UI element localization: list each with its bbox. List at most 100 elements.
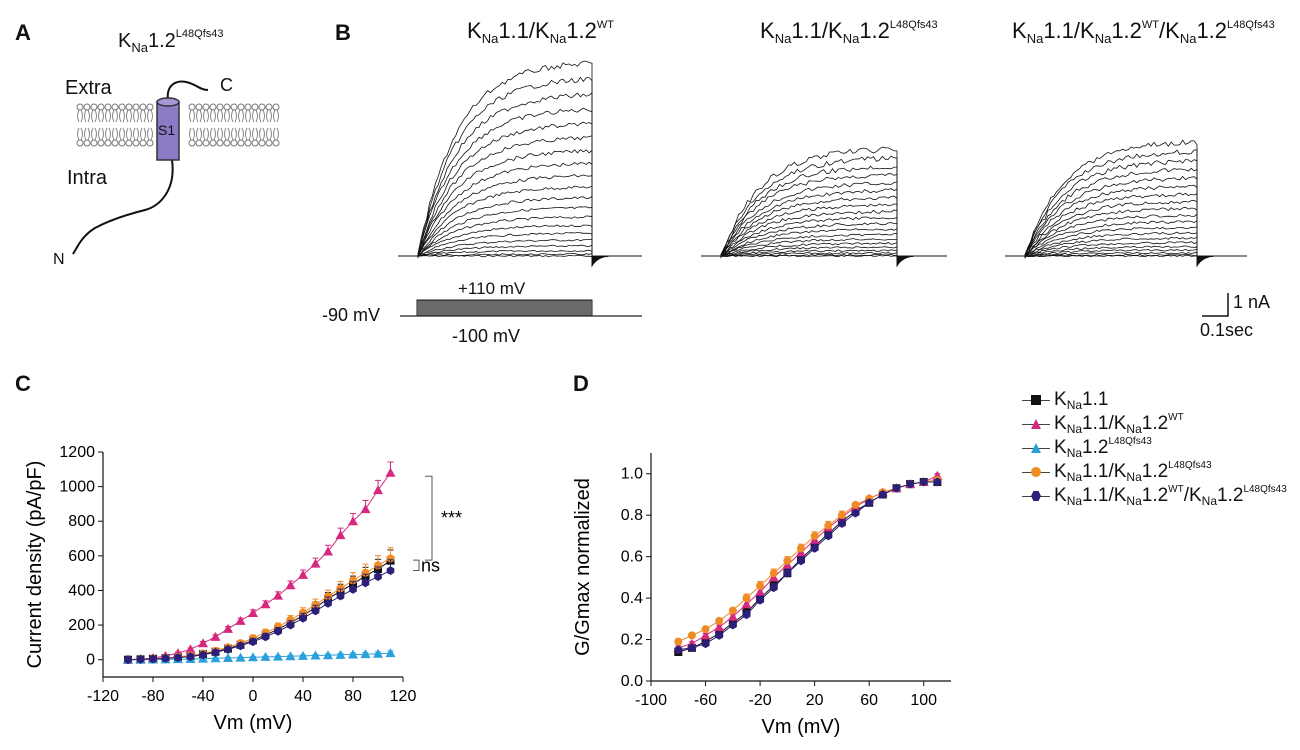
n-terminus-chain [72,159,174,255]
lipid-tail [252,127,258,141]
chart-d-plot: -100 -60 -20 20 60 100 0.0 0.2 0.4 0.6 0.8 1.0 Vm (m… [572,453,951,738]
data-point-marker [285,651,296,661]
scale-current-label: 1 nA [1233,292,1271,312]
current-trace [398,254,642,258]
lipid-tail [245,109,251,123]
lipid-head [83,139,91,147]
data-point-marker [783,556,792,565]
legend-label-part: Na [1126,422,1142,436]
x-axis-title: Vm (mV) [762,716,841,738]
data-point-marker [386,566,395,575]
x-tick-label: 0 [249,688,258,705]
trace-title-3: KNa1.1/KNa1.2WT/KNa1.2L48Qfs43 [1012,18,1275,46]
significance-label-stars: *** [441,508,462,528]
lipid-tail [84,127,90,141]
data-point-marker [769,583,778,593]
data-point-marker [385,648,396,658]
trace-title-1-part: 1.1/K [498,18,550,43]
legend-label-part: K [1054,389,1067,410]
data-point-marker [715,631,723,640]
lipid-tail [147,127,153,141]
lipid-tail [98,109,104,123]
legend-symbol [1022,417,1050,431]
trace-title-2: KNa1.1/KNa1.2L48Qfs43 [760,18,938,46]
lipid-head [265,103,273,111]
lipid-tail [119,127,125,141]
legend-label-part: 1.1 [1082,389,1109,410]
data-point-marker [700,630,711,640]
legend-label-part: Na [1066,470,1083,484]
legend-label: KNa1.1 [1054,389,1109,412]
x-tick-label: 20 [806,692,824,709]
current-trace [398,107,642,265]
lipid-tail [112,127,118,141]
data-point-marker [361,568,370,577]
legend-label: KNa1.1/KNa1.2L48Qfs43 [1054,460,1212,484]
trace-title-3-part: 1.2 [1111,18,1142,43]
lipid-tail [273,109,279,123]
lipid-head [90,103,98,111]
data-point-marker [336,584,345,593]
data-point-marker [906,479,914,489]
current-trace [701,222,947,260]
panel-a-title-sub: Na [131,40,148,55]
current-trace [701,181,947,264]
lipid-head [258,103,266,111]
current-trace [398,76,642,267]
lipid-head [111,103,119,111]
data-point-marker [185,644,196,654]
lipid-head [132,139,140,147]
data-point-marker [742,610,751,620]
lipid-tail [210,109,216,123]
data-point-marker [892,483,901,493]
lipid-head [202,139,210,147]
current-trace [701,251,947,257]
data-point-marker [273,590,283,600]
trace-title-1-part: Na [481,31,499,46]
data-point-marker [249,637,257,647]
membrane-extra-label: Extra [65,77,112,99]
current-trace [1005,245,1247,258]
current-trace [701,254,947,258]
lipid-head [146,103,154,111]
series-line [128,652,391,661]
y-tick-label: 0.0 [621,673,643,690]
data-point-marker [273,651,283,661]
significance-bracket [425,475,433,561]
x-tick-label: 100 [910,692,937,709]
lipid-head [104,139,112,147]
y-tick-label: 0.8 [621,507,643,524]
lipid-tail [252,109,258,123]
panel-a-title-k: K [118,30,132,52]
data-point-marker [769,569,778,578]
current-trace-group-3 [1005,139,1247,268]
current-trace [701,195,947,263]
y-axis-title: G/Gmax normalized [572,478,594,656]
lipid-head [209,139,217,147]
current-trace [701,209,947,261]
lipid-tail [91,127,97,141]
current-trace [398,135,642,264]
trace-title-3-part: K [1012,18,1027,43]
legend-symbol [1022,441,1050,455]
lipid-tail [140,127,146,141]
current-trace [1005,192,1247,263]
current-trace [398,249,642,257]
current-trace [1005,184,1247,264]
s1-label: S1 [158,122,175,138]
data-point-marker [728,606,737,615]
data-point-marker [260,599,271,609]
x-tick-label: 40 [294,688,312,705]
panel-letter-b: B [335,20,351,45]
data-point-marker [810,543,819,553]
legend-label-part: L48Qfs43 [1243,484,1287,495]
lipid-head [244,103,252,111]
data-point-marker [824,521,833,530]
current-trace [1005,236,1247,259]
lipid-head [139,103,147,111]
lipid-tail [112,109,118,123]
data-point-marker [755,586,766,596]
lipid-head [139,139,147,147]
